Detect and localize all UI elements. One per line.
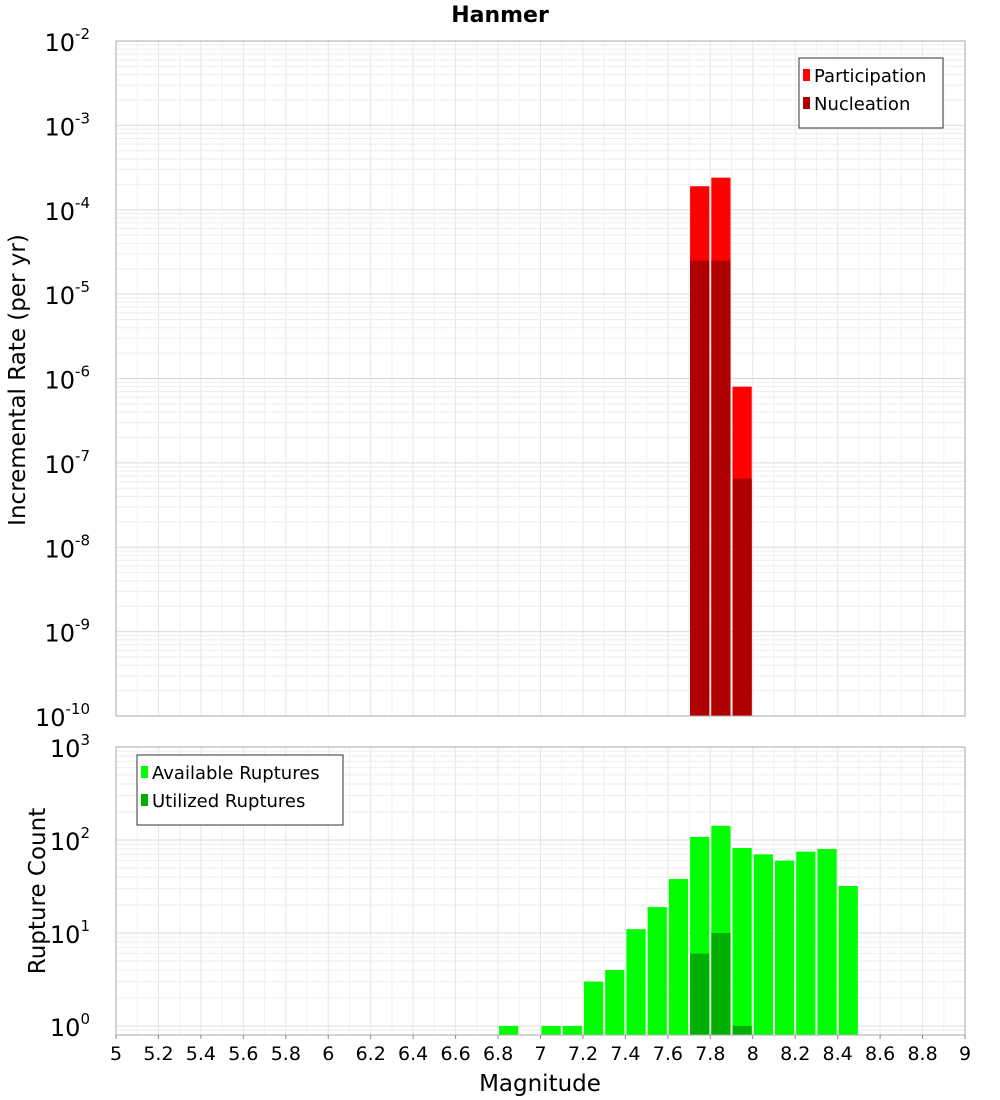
bottom-bar-series1 <box>796 851 816 1035</box>
x-tick-label: 6.2 <box>356 1043 386 1065</box>
x-tick-label: 8.2 <box>780 1043 810 1065</box>
bottom-bar-series1 <box>838 886 858 1035</box>
x-tick-label: 9 <box>959 1043 971 1065</box>
x-tick-label: 8.4 <box>823 1043 853 1065</box>
bottom-y-axis-label: Rupture Count <box>25 808 51 974</box>
x-tick-label: 7 <box>534 1043 546 1065</box>
x-tick-label: 6.6 <box>440 1043 470 1065</box>
x-axis-label: Magnitude <box>479 1071 601 1097</box>
x-tick-label: 8.8 <box>907 1043 937 1065</box>
top-legend-label: Participation <box>814 66 926 87</box>
bottom-bar-series1 <box>817 849 837 1035</box>
bottom-bar-series2 <box>690 953 710 1035</box>
x-tick-label: 6.8 <box>483 1043 513 1065</box>
chart-title: Hanmer <box>451 3 549 28</box>
bottom-bar-series1 <box>605 969 625 1035</box>
bottom-legend-swatch <box>141 766 148 778</box>
x-tick-label: 7.6 <box>653 1043 683 1065</box>
x-tick-label: 7.8 <box>695 1043 725 1065</box>
bottom-bar-series1 <box>562 1025 582 1035</box>
bottom-legend-label: Utilized Ruptures <box>152 791 305 812</box>
x-tick-label: 7.2 <box>568 1043 598 1065</box>
x-tick-label: 6 <box>322 1043 334 1065</box>
top-y-tick-label: 10-5 <box>44 278 90 310</box>
top-y-tick-label: 10-9 <box>44 616 90 648</box>
bottom-y-tick-label: 102 <box>50 824 90 856</box>
bottom-bar-series1 <box>668 879 689 1035</box>
bottom-legend <box>136 754 344 826</box>
bottom-y-tick-label: 101 <box>50 917 90 949</box>
bottom-legend-label: Available Ruptures <box>152 763 320 784</box>
x-tick-label: 7.4 <box>610 1043 640 1065</box>
bottom-legend-swatch <box>141 794 148 806</box>
x-tick-label: 6.4 <box>398 1043 428 1065</box>
bottom-bar-series2 <box>732 1025 752 1035</box>
bottom-bar-series1 <box>753 854 773 1035</box>
bottom-y-tick-label: 103 <box>50 731 90 763</box>
top-legend-swatch <box>803 97 810 109</box>
bottom-bar-series1 <box>732 848 752 1035</box>
x-tick-label: 5 <box>110 1043 122 1065</box>
bottom-bar-series1 <box>647 907 667 1035</box>
top-y-tick-label: 10-6 <box>44 363 90 395</box>
x-tick-label: 5.6 <box>228 1043 258 1065</box>
bottom-bar-series1 <box>583 981 604 1035</box>
x-tick-label: 5.8 <box>271 1043 301 1065</box>
x-tick-label: 8.6 <box>865 1043 895 1065</box>
x-tick-label: 5.2 <box>143 1043 173 1065</box>
x-tick-label: 8 <box>747 1043 759 1065</box>
bottom-bar-series1 <box>626 929 646 1035</box>
top-y-tick-label: 10-3 <box>44 109 90 141</box>
bottom-bar-series1 <box>774 860 795 1035</box>
top-bar-series2 <box>711 260 731 716</box>
bottom-bar-series1 <box>499 1025 519 1035</box>
top-legend-swatch <box>803 69 810 81</box>
top-y-tick-label: 10-2 <box>44 25 90 57</box>
bottom-bar-series2 <box>711 932 731 1035</box>
top-y-tick-label: 10-7 <box>44 447 90 479</box>
top-bar-series2 <box>690 260 710 716</box>
top-legend-label: Nucleation <box>814 94 910 115</box>
x-tick-label: 5.4 <box>186 1043 216 1065</box>
bottom-bar-series1 <box>541 1025 561 1035</box>
top-y-tick-label: 10-10 <box>35 700 90 732</box>
top-y-tick-label: 10-8 <box>44 531 90 563</box>
top-plot-frame <box>115 40 966 717</box>
top-y-axis-label: Incremental Rate (per yr) <box>5 234 31 526</box>
top-legend <box>798 57 944 129</box>
bottom-y-tick-label: 100 <box>50 1010 90 1042</box>
top-bar-series2 <box>732 478 752 716</box>
top-y-tick-label: 10-4 <box>44 194 90 226</box>
